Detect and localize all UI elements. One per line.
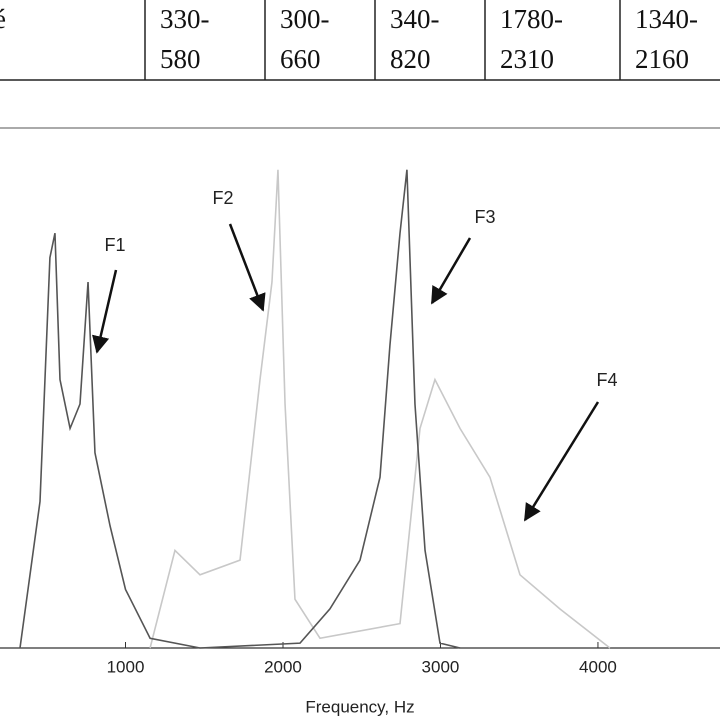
table-cell: 580 (160, 44, 201, 74)
table-cell: 660 (280, 44, 321, 74)
x-tick-label: 3000 (422, 657, 460, 676)
table-cell: 2160 (635, 44, 689, 74)
x-axis-label: Frequency, Hz (305, 697, 414, 716)
x-tick-label: 2000 (264, 657, 302, 676)
spectrum-line (19, 169, 461, 649)
table-cell: 1340- (635, 4, 698, 34)
table-borders (0, 0, 720, 129)
annotation: F2 (212, 188, 233, 208)
table-cell: 820 (390, 44, 431, 74)
table-cell: 1780- (500, 4, 563, 34)
annotation: F3 (474, 207, 495, 227)
spectrum-line (149, 169, 611, 649)
table-cell: 300- (280, 4, 330, 34)
table-cell: 340- (390, 4, 440, 34)
annotation: F1 (104, 235, 125, 255)
table-cell: 330- (160, 4, 210, 34)
annotation: F4 (596, 370, 617, 390)
x-tick-label: 1000 (107, 657, 145, 676)
table-cell: é (0, 4, 6, 34)
table-cell: 2310 (500, 44, 554, 74)
x-tick-label: 4000 (579, 657, 617, 676)
arrows (92, 223, 600, 522)
